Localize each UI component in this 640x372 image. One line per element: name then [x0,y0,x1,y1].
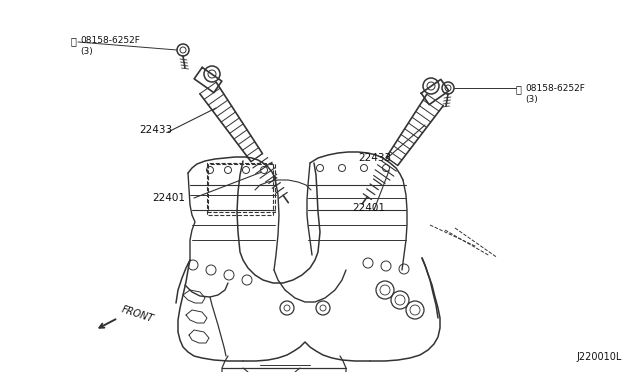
Text: 08158-6252F
(3): 08158-6252F (3) [525,84,585,104]
Text: 22401: 22401 [352,203,385,213]
Text: ⓘ: ⓘ [71,36,77,46]
Text: ⓘ: ⓘ [516,84,522,94]
Text: J220010L: J220010L [577,352,622,362]
Text: FRONT: FRONT [120,304,155,324]
Text: 08158-6252F
(3): 08158-6252F (3) [80,36,140,56]
Text: 22433: 22433 [358,153,391,163]
Text: 22401: 22401 [152,193,185,203]
Text: 22433: 22433 [139,125,172,135]
